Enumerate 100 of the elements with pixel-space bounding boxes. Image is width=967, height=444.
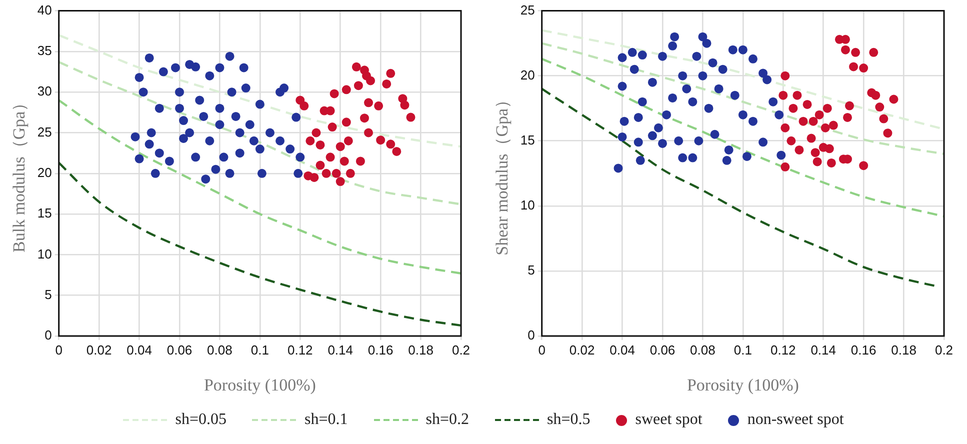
y-tick-label: 25 [520, 2, 535, 18]
point [620, 116, 629, 126]
point [694, 136, 704, 146]
point [292, 112, 301, 122]
point [386, 140, 396, 149]
point [316, 140, 325, 150]
x-tick-label: 0.18 [408, 342, 434, 358]
point [628, 48, 637, 57]
point [130, 132, 140, 142]
point [219, 152, 228, 162]
point [170, 63, 180, 72]
y-tick-label: 40 [37, 2, 52, 18]
point [356, 156, 365, 166]
point [175, 104, 184, 113]
point [704, 104, 714, 113]
point [138, 88, 148, 97]
point [392, 146, 402, 156]
point [191, 152, 200, 162]
y-tick-label: 30 [37, 84, 52, 99]
point [328, 122, 337, 132]
point [618, 132, 627, 142]
point [814, 110, 824, 120]
point [364, 128, 374, 138]
point [692, 52, 702, 61]
point [728, 45, 738, 54]
point [326, 152, 335, 162]
point [134, 154, 144, 164]
point [376, 136, 386, 145]
point [296, 152, 305, 162]
x-tick-label: 0.1 [250, 342, 269, 358]
point [179, 134, 188, 143]
point [630, 64, 639, 74]
point [354, 81, 363, 90]
point [758, 68, 768, 78]
x-tick-label: 0.14 [328, 342, 354, 358]
point [144, 140, 154, 149]
point [776, 150, 786, 160]
point [255, 144, 264, 154]
point [382, 79, 392, 88]
point [249, 136, 258, 146]
point [312, 128, 321, 138]
point [842, 112, 852, 122]
y-tick-label: 15 [37, 206, 52, 221]
point [678, 71, 688, 80]
point [330, 89, 339, 98]
legend-label: sh=0.05 [175, 411, 226, 429]
point [276, 136, 285, 146]
point [678, 153, 688, 162]
point [859, 64, 868, 73]
x-tick-label: 0.2 [452, 342, 470, 358]
point [682, 84, 692, 94]
point [205, 71, 214, 80]
x-tick-label: 0.12 [770, 342, 796, 358]
x-tick-label: 0.12 [287, 342, 313, 358]
point [374, 101, 384, 110]
point [851, 48, 860, 57]
point [879, 114, 888, 124]
point [738, 45, 748, 54]
line-series [542, 42, 944, 155]
point [648, 131, 657, 140]
point [215, 63, 224, 72]
line-series [542, 58, 944, 218]
line-series [58, 99, 461, 274]
point [286, 144, 295, 154]
point [708, 58, 718, 68]
point [332, 168, 341, 178]
point [859, 161, 868, 170]
point [762, 75, 772, 84]
point [718, 64, 728, 74]
point [871, 90, 880, 100]
point [144, 53, 154, 62]
legend-label: non-sweet spot [747, 411, 844, 429]
point [257, 168, 266, 178]
point [758, 138, 768, 147]
point [722, 156, 732, 165]
point [211, 164, 220, 174]
point [792, 90, 802, 100]
point [748, 116, 758, 126]
point [780, 162, 790, 172]
point [658, 52, 667, 61]
x-tick-label: 0 [538, 342, 546, 358]
point [688, 153, 698, 162]
x-tick-label: 0.04 [126, 342, 152, 358]
point [668, 93, 678, 102]
point [786, 136, 796, 146]
point [820, 123, 830, 132]
point [146, 128, 156, 138]
x-tick-label: 0.06 [650, 342, 676, 358]
point [670, 32, 680, 42]
point [780, 71, 790, 80]
y-tick-label: 20 [37, 164, 52, 180]
point [869, 48, 878, 57]
point [406, 112, 416, 122]
point [812, 157, 822, 166]
x-tick-label: 0.02 [569, 342, 595, 358]
line-series [58, 60, 461, 206]
point [280, 84, 289, 93]
point [164, 156, 174, 166]
point [205, 136, 214, 146]
point [883, 128, 892, 138]
